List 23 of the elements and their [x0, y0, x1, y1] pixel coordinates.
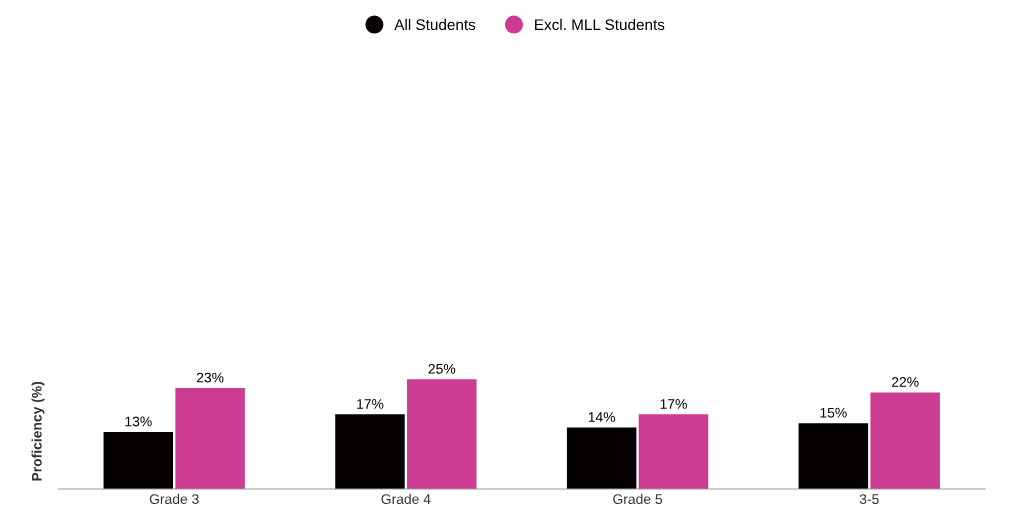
- bar: [566, 427, 637, 489]
- legend-label: Excl. MLL Students: [535, 18, 665, 31]
- data-label: 13%: [125, 416, 152, 427]
- data-label: 15%: [820, 407, 847, 418]
- bar: [103, 431, 174, 489]
- bar: [335, 414, 405, 489]
- data-label: 25%: [428, 363, 456, 374]
- bar: [638, 414, 709, 489]
- y-axis-title: Proficiency (%): [31, 381, 45, 481]
- x-tick-label: Grade 5: [613, 493, 663, 505]
- bar: [870, 392, 940, 489]
- data-label: 22%: [891, 377, 919, 387]
- data-label: 14%: [588, 412, 616, 422]
- bar: [798, 423, 869, 489]
- data-label: 17%: [660, 399, 687, 409]
- x-tick-label: Grade 3: [149, 493, 199, 505]
- bar: [175, 388, 245, 489]
- x-tick-label: 3-5: [859, 494, 879, 505]
- bar: [407, 379, 477, 489]
- data-label: 23%: [196, 372, 224, 383]
- data-label: 17%: [357, 399, 384, 409]
- legend-label: All Students: [394, 18, 476, 31]
- x-tick-label: Grade 4: [381, 493, 431, 505]
